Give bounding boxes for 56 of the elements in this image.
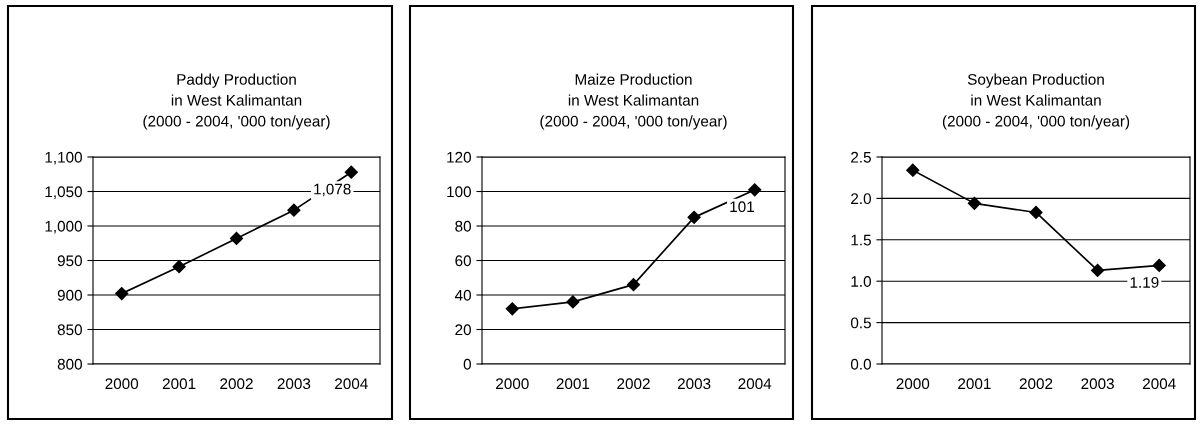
data-label: 101 <box>730 201 754 213</box>
x-tick-label: 2003 <box>277 378 311 390</box>
y-tick-label: 1.0 <box>851 276 871 287</box>
point <box>229 231 244 246</box>
y-tick-label: 2.0 <box>851 193 871 205</box>
y-tick-label: 20 <box>455 324 471 336</box>
x-tick-label: 2001 <box>958 378 991 390</box>
chart-title: Maize Production in West Kalimantan (2000 - 2004, '000 ton/year) <box>540 73 727 130</box>
point <box>748 183 762 197</box>
y-tick-label: 1,000 <box>45 220 82 234</box>
x-tick-label: 2000 <box>896 378 930 390</box>
x-tick-label: 2001 <box>556 378 590 390</box>
x-tick-label: 2001 <box>162 378 196 390</box>
y-tick-label: 900 <box>57 289 82 301</box>
y-tick-label: 40 <box>454 289 471 301</box>
x-tick-label: 2002 <box>617 378 650 390</box>
x-tick-label: 2000 <box>105 378 139 390</box>
y-tick-label: 80 <box>455 220 471 232</box>
point <box>505 302 519 316</box>
point <box>1152 258 1166 273</box>
point <box>287 203 301 217</box>
y-tick-label: 850 <box>57 324 82 336</box>
y-tick-label: 2.5 <box>851 151 871 163</box>
data-label: 1,078 <box>314 183 351 197</box>
y-tick-label: 1,100 <box>45 151 82 165</box>
x-tick-label: 2003 <box>677 378 711 390</box>
point <box>906 163 920 177</box>
y-tick-label: 950 <box>57 255 82 267</box>
y-tick-label: 0.5 <box>850 317 871 329</box>
x-tick-label: 2000 <box>496 378 529 390</box>
x-tick-label: 2004 <box>738 378 772 390</box>
y-tick-label: 100 <box>447 186 471 198</box>
point <box>566 295 580 309</box>
point <box>344 165 358 179</box>
point <box>1091 263 1105 278</box>
point <box>115 287 129 301</box>
y-tick-label: 0 <box>463 358 471 370</box>
y-tick-label: 1.5 <box>851 234 871 246</box>
y-tick-label: 60 <box>455 255 471 267</box>
y-tick-label: 800 <box>57 358 82 370</box>
data-label: 1.19 <box>1130 276 1159 288</box>
point <box>626 278 641 292</box>
y-tick-label: 120 <box>447 151 471 163</box>
chart-title: Paddy Production in West Kalimantan (2000 - 2004, '000 ton/year) <box>143 73 330 130</box>
x-tick-label: 2004 <box>335 378 368 390</box>
point <box>172 260 186 274</box>
chart-title: Soybean Production in West Kalimantan (2000 - 2004, '000 ton/year) <box>942 73 1130 130</box>
y-tick-label: 1,050 <box>45 186 82 199</box>
x-tick-label: 2004 <box>1142 378 1176 390</box>
point <box>687 210 701 224</box>
point <box>1029 205 1043 220</box>
point <box>967 196 981 210</box>
x-tick-label: 2002 <box>1019 378 1053 390</box>
x-tick-label: 2002 <box>220 378 253 390</box>
y-tick-label: 0.0 <box>850 358 871 370</box>
x-tick-label: 2003 <box>1081 378 1114 390</box>
